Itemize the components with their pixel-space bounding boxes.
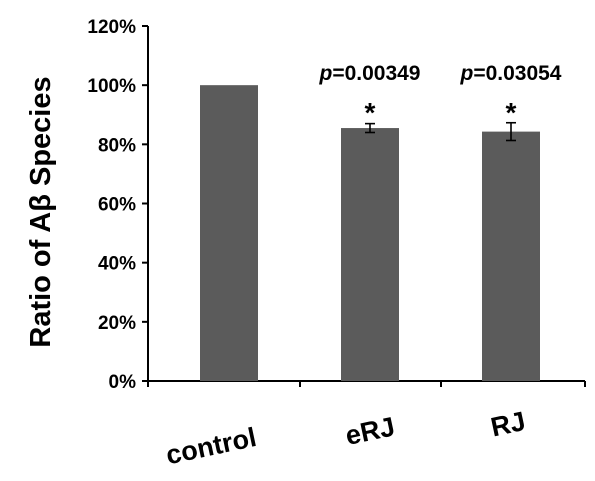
bars — [200, 85, 540, 382]
bar-control — [200, 85, 258, 382]
category-label-control: control — [163, 422, 259, 470]
y-tick-label: 0% — [109, 372, 137, 393]
category-label-eRJ: eRJ — [343, 411, 398, 451]
significance-marker-RJ: * — [506, 97, 517, 128]
y-tick-label: 20% — [98, 313, 136, 334]
y-axis-label: Ratio of Aβ Species — [25, 76, 57, 347]
y-tick-label: 80% — [98, 135, 136, 156]
p-value-label-RJ: p=0.03054 — [459, 62, 561, 85]
y-tick-label: 40% — [98, 254, 136, 275]
y-tick-label: 100% — [87, 76, 136, 97]
y-tick-label: 120% — [87, 17, 136, 38]
bar-RJ — [482, 131, 540, 381]
significance-marker-eRJ: * — [365, 97, 376, 128]
bar-eRJ — [341, 128, 399, 381]
category-labels: control eRJ RJ — [163, 406, 528, 470]
p-value-label-eRJ: p=0.00349 — [318, 62, 420, 85]
annotations: p=0.00349 * p=0.03054 * — [318, 62, 561, 128]
y-tick-label: 60% — [98, 195, 136, 216]
error-bars — [365, 121, 516, 142]
y-axis-label-group: Ratio of Aβ Species — [25, 76, 57, 347]
category-label-RJ: RJ — [488, 406, 528, 443]
y-ticks: 0% 20% 40% 60% 80% 100% 120% — [87, 17, 586, 393]
